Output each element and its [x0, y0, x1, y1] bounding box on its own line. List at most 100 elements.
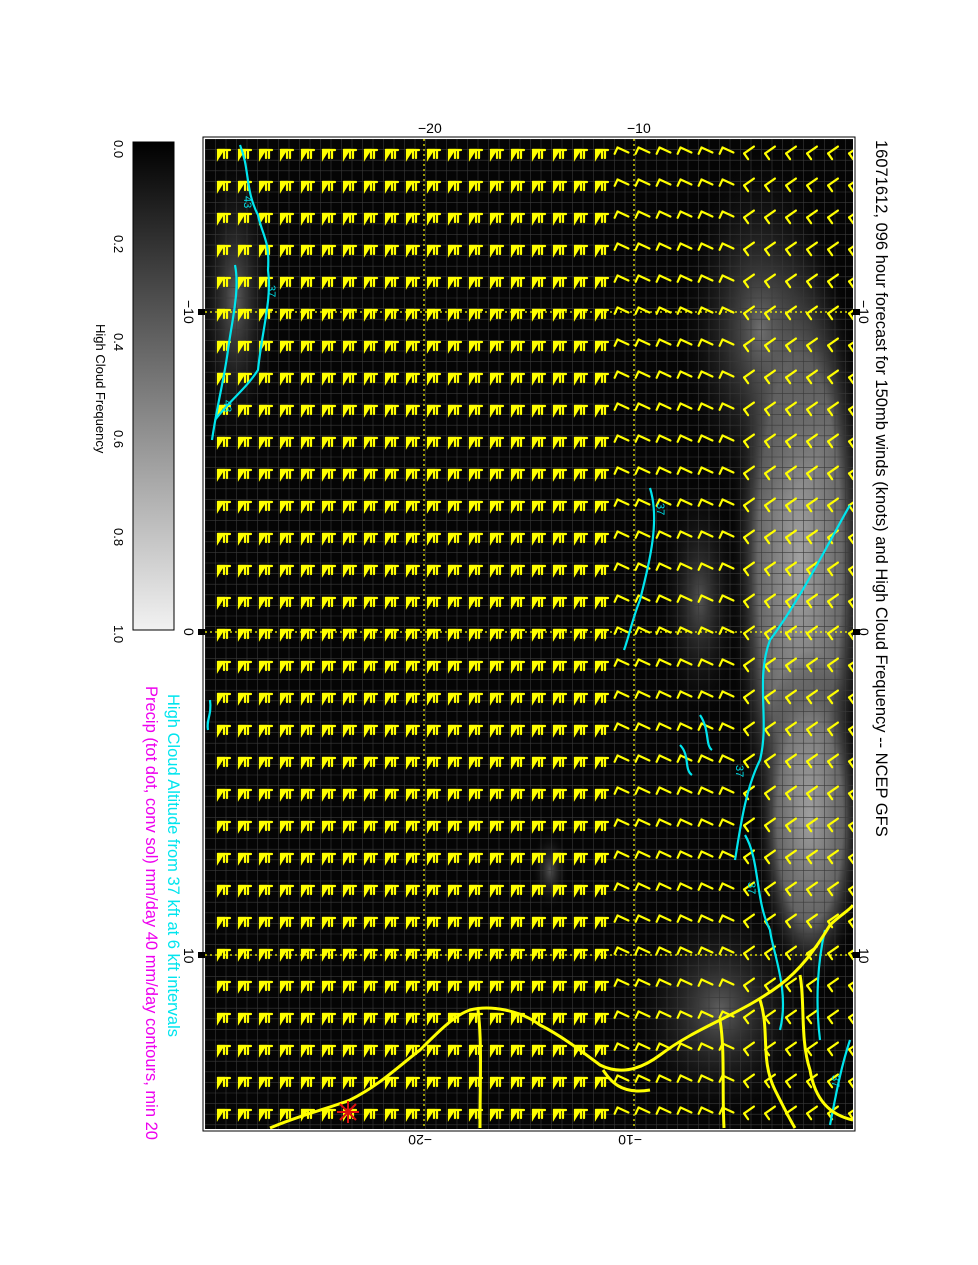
wind-barb-icon [655, 306, 672, 315]
wind-barb-icon [510, 340, 526, 354]
wind-barb-icon [594, 372, 610, 386]
wind-barb-icon [279, 884, 295, 898]
wind-barb-icon [489, 820, 505, 834]
wind-barb-icon [510, 1108, 526, 1122]
wind-barb-icon [742, 497, 756, 513]
wind-barb-icon [531, 660, 547, 674]
wind-barb-icon [405, 468, 421, 482]
wind-barb-icon [489, 180, 505, 194]
wind-barb-icon [847, 465, 853, 481]
wind-barb-icon [405, 340, 421, 354]
wind-barb-icon [552, 436, 568, 450]
wind-barb-icon [742, 433, 756, 449]
wind-barb-icon [826, 625, 840, 641]
wind-barb-icon [300, 148, 316, 162]
wind-barb-icon [279, 660, 295, 674]
wind-barb-icon [510, 436, 526, 450]
wind-barb-icon [363, 404, 379, 418]
wind-barb-icon [405, 436, 421, 450]
wind-barb-icon [279, 1044, 295, 1058]
wind-barb-icon [742, 1105, 756, 1121]
wind-barb-icon [742, 273, 756, 289]
wind-barb-icon [510, 1076, 526, 1090]
wind-barb-icon [216, 308, 232, 322]
wind-barb-icon [363, 980, 379, 994]
wind-barb-icon [552, 756, 568, 770]
wind-barb-icon [697, 754, 714, 763]
wind-barb-icon [321, 596, 337, 610]
wind-barb-icon [847, 945, 853, 961]
wind-barb-icon [531, 1044, 547, 1058]
wind-barb-icon [742, 625, 756, 641]
wind-barb-icon [826, 305, 840, 321]
wind-barb-icon [573, 1012, 589, 1026]
right-axis-label: 0 [856, 628, 872, 636]
wind-barb-icon [552, 596, 568, 610]
wind-barb-icon [237, 1012, 253, 1026]
wind-barb-icon [718, 882, 735, 891]
wind-barb-icon [676, 946, 693, 955]
wind-barb-icon [676, 434, 693, 443]
wind-barb-icon [847, 881, 853, 897]
wind-barb-icon [237, 372, 253, 386]
wind-barb-icon [742, 881, 756, 897]
wind-barb-icon [279, 820, 295, 834]
wind-barb-icon [216, 532, 232, 546]
wind-barb-icon [531, 468, 547, 482]
wind-barb-icon [676, 658, 693, 667]
wind-barb-icon [489, 884, 505, 898]
wind-barb-icon [718, 178, 735, 187]
wind-barb-icon [784, 945, 798, 961]
wind-barb-icon [697, 978, 714, 987]
wind-barb-icon [447, 756, 463, 770]
wind-barb-icon [384, 436, 400, 450]
wind-barb-icon [510, 308, 526, 322]
wind-barb-icon [216, 500, 232, 514]
wind-barb-icon [489, 948, 505, 962]
wind-barb-icon [655, 1074, 672, 1083]
wind-barb-icon [718, 690, 735, 699]
wind-barb-icon [634, 786, 651, 795]
wind-barb-icon [258, 820, 274, 834]
wind-barb-icon [763, 433, 777, 449]
wind-barb-icon [531, 724, 547, 738]
wind-barb-icon [552, 468, 568, 482]
wind-barb-icon [468, 1044, 484, 1058]
wind-barb-icon [742, 721, 756, 737]
wind-barb-icon [847, 753, 853, 769]
wind-barb-icon [447, 724, 463, 738]
wind-barb-icon [847, 529, 853, 545]
wind-barb-icon [384, 724, 400, 738]
wind-barb-icon [258, 788, 274, 802]
wind-barb-icon [655, 562, 672, 571]
wind-barb-icon [405, 564, 421, 578]
wind-barb-icon [676, 722, 693, 731]
wind-barb-icon [216, 1012, 232, 1026]
wind-barb-icon [763, 689, 777, 705]
wind-barb-icon [742, 689, 756, 705]
wind-barb-icon [237, 468, 253, 482]
wind-barb-icon [763, 849, 777, 865]
wind-barb-icon [279, 212, 295, 226]
wind-barb-icon [321, 564, 337, 578]
wind-barb-icon [321, 436, 337, 450]
wind-barb-icon [237, 500, 253, 514]
wind-barb-icon [634, 882, 651, 891]
wind-barb-icon [763, 241, 777, 257]
wind-barb-icon [279, 308, 295, 322]
wind-barb-icon [552, 724, 568, 738]
wind-barb-icon [655, 594, 672, 603]
wind-barb-icon [321, 948, 337, 962]
colorbar-tick: 0.0 [111, 140, 126, 158]
wind-barb-icon [676, 626, 693, 635]
wind-barb-icon [531, 852, 547, 866]
wind-barb-icon [426, 788, 442, 802]
wind-barb-icon [300, 468, 316, 482]
wind-barb-icon [237, 212, 253, 226]
wind-barb-icon [279, 372, 295, 386]
wind-barb-icon [510, 500, 526, 514]
wind-barb-icon [405, 820, 421, 834]
wind-barb-icon [384, 660, 400, 674]
wind-barb-icon [718, 754, 735, 763]
wind-barb-icon [573, 660, 589, 674]
